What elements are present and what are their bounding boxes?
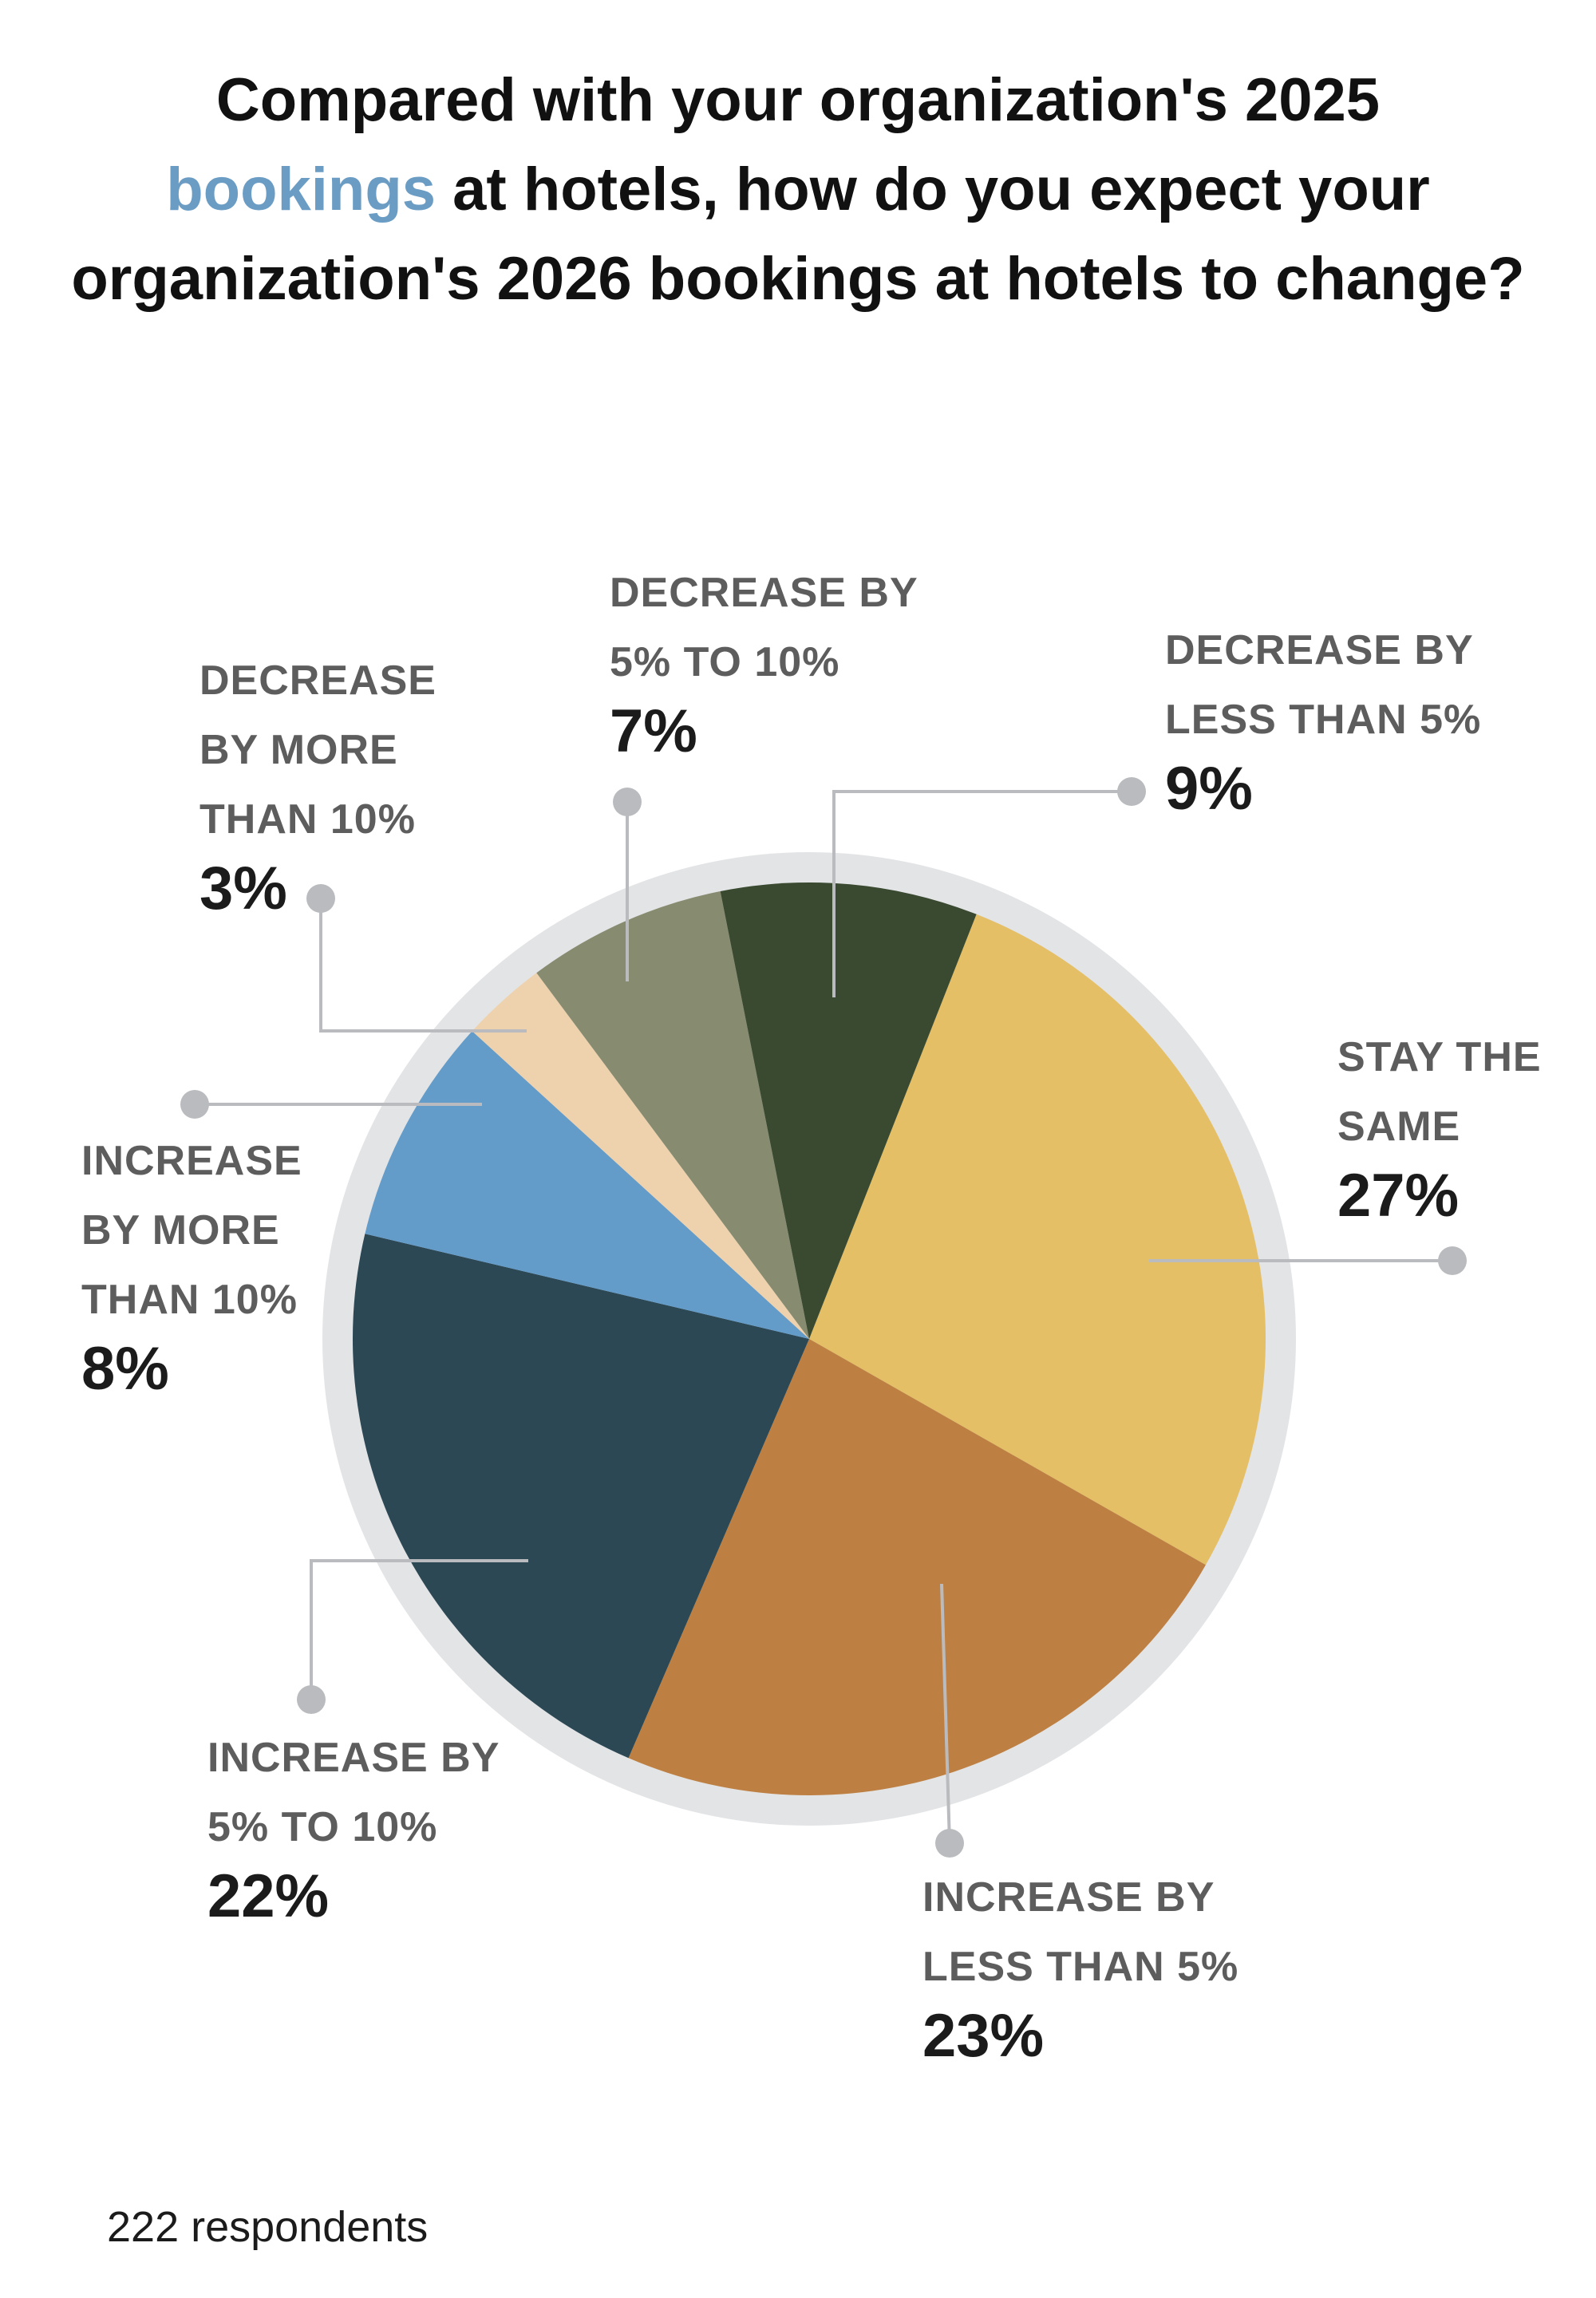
pie-slices <box>352 882 1266 1796</box>
slice-label-inc-lt5-line-1: INCREASE BY <box>922 1874 1215 1921</box>
title-line-2-rest: at hotels, how do you expect your <box>436 156 1430 223</box>
leader-lines <box>180 777 1467 1858</box>
slice-value-dec-lt5: 9% <box>1165 755 1253 823</box>
slice-label-dec-lt5-line-2: LESS THAN 5% <box>1165 697 1481 743</box>
slice-value-dec-5to10: 7% <box>610 697 697 765</box>
pie-slice-inc-5to10 <box>352 1234 809 1759</box>
title-line-1: Compared with your organization's 2025 <box>215 66 1381 134</box>
pie-slice-dec-5to10 <box>536 890 809 1339</box>
slice-label-inc-gt10-line-2: BY MORE <box>81 1207 280 1254</box>
leader-dot-dec-5to10 <box>613 788 642 816</box>
leader-line-dec-lt5 <box>832 790 1132 997</box>
leader-dot-dec-lt5 <box>1117 777 1146 806</box>
slice-value-inc-gt10: 8% <box>81 1335 169 1403</box>
title-line-3: organization's 2026 bookings at hotels t… <box>71 245 1525 313</box>
pie-slice-dec-gt10 <box>472 973 809 1339</box>
pie-slice-stay <box>809 914 1266 1566</box>
slice-label-dec-gt10-line-1: DECREASE <box>200 657 437 704</box>
leader-line-inc-5to10 <box>310 1559 528 1700</box>
slice-value-inc-lt5: 23% <box>922 2002 1044 2070</box>
slice-label-inc-lt5-line-2: LESS THAN 5% <box>922 1944 1238 1990</box>
leader-dot-inc-gt10 <box>180 1090 209 1119</box>
slice-value-stay: 27% <box>1337 1162 1459 1230</box>
leader-line-dec-gt10 <box>319 898 527 1033</box>
leader-line-inc-lt5 <box>940 1583 951 1844</box>
slice-label-inc-5to10-line-1: INCREASE BY <box>207 1735 500 1781</box>
leader-dot-dec-gt10 <box>306 884 335 913</box>
pie-slice-inc-gt10 <box>365 1031 809 1339</box>
slice-label-dec-5to10-line-2: 5% TO 10% <box>610 639 839 685</box>
slice-label-dec-lt5-line-1: DECREASE BY <box>1165 627 1474 673</box>
slice-label-inc-gt10-line-3: THAN 10% <box>81 1277 298 1323</box>
leader-dot-stay <box>1438 1246 1467 1275</box>
slice-label-stay-line-2: SAME <box>1337 1104 1460 1150</box>
pie-slice-inc-lt5 <box>628 1339 1206 1796</box>
slice-label-dec-5to10-line-1: DECREASE BY <box>610 570 918 616</box>
slice-value-inc-5to10: 22% <box>207 1862 329 1930</box>
respondents-footnote: 222 respondents <box>107 2203 429 2251</box>
leader-dot-inc-5to10 <box>297 1685 326 1714</box>
slice-label-inc-5to10-line-2: 5% TO 10% <box>207 1804 437 1850</box>
slice-label-stay-line-1: STAY THE <box>1337 1034 1542 1080</box>
slice-label-dec-gt10-line-3: THAN 10% <box>200 796 416 843</box>
slice-label-dec-gt10-line-2: BY MORE <box>200 727 398 773</box>
title-highlight-word: bookings <box>166 156 437 223</box>
pie-slice-dec-lt5 <box>720 882 977 1339</box>
slice-label-inc-gt10-line-1: INCREASE <box>81 1138 302 1184</box>
slice-labels: STAY THE SAME 27% INCREASE BY LESS THAN 5% 23… <box>81 570 1542 2070</box>
chart-title: Compared with your organization's 2025 b… <box>0 56 1596 324</box>
leader-dot-inc-lt5 <box>935 1829 964 1858</box>
slice-value-dec-gt10: 3% <box>200 855 287 922</box>
